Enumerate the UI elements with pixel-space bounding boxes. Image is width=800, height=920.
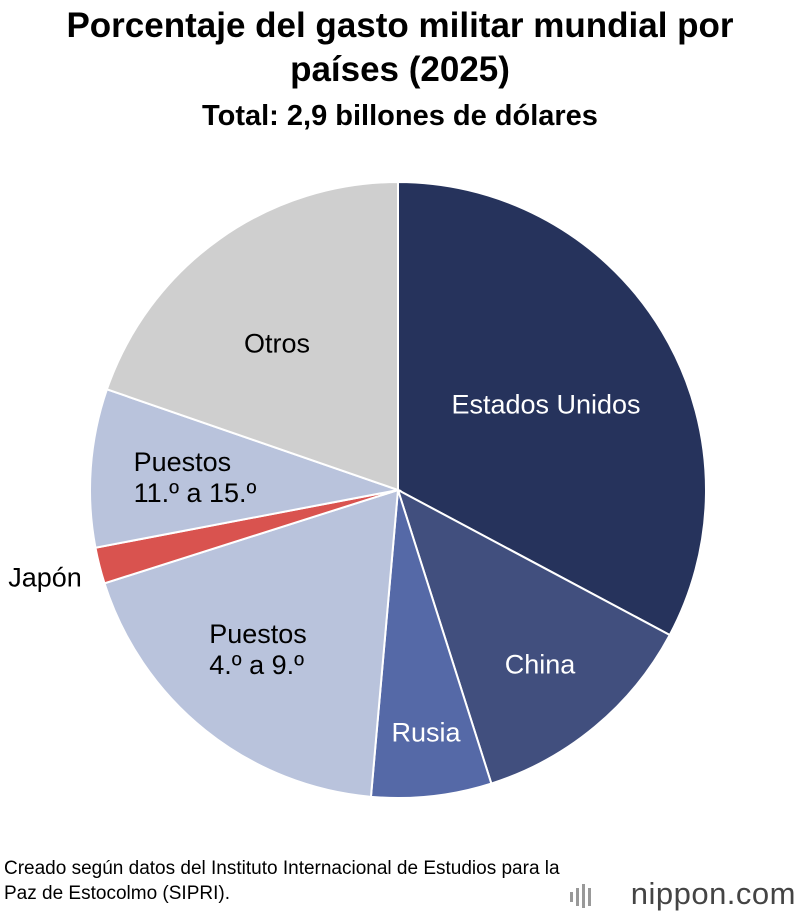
chart-title: Porcentaje del gasto militar mundial por… [66, 6, 734, 89]
pie-slice [103, 488, 400, 798]
slice-label: China [504, 649, 576, 680]
slice-label: Puestos 4.º a 9.º [209, 619, 307, 680]
slice-label: Rusia [391, 717, 461, 748]
pie-slice [397, 180, 707, 637]
slice-label: Otros [243, 328, 311, 359]
pie-slice [105, 180, 399, 492]
logo: nippon.com [630, 876, 796, 911]
pie-slice [396, 487, 672, 785]
pie-slice [369, 489, 493, 799]
source-note: Creado según datos del Instituto Interna… [4, 858, 560, 904]
slice-label: Estados Unidos [451, 389, 641, 420]
slice-label: Puestos 11.º a 15.º [133, 447, 257, 508]
pie-slice [89, 388, 402, 549]
chart-subtitle: Total: 2,9 billones de dólares [202, 100, 598, 132]
slice-label: Japón [8, 562, 82, 593]
logo-icon [570, 884, 591, 908]
